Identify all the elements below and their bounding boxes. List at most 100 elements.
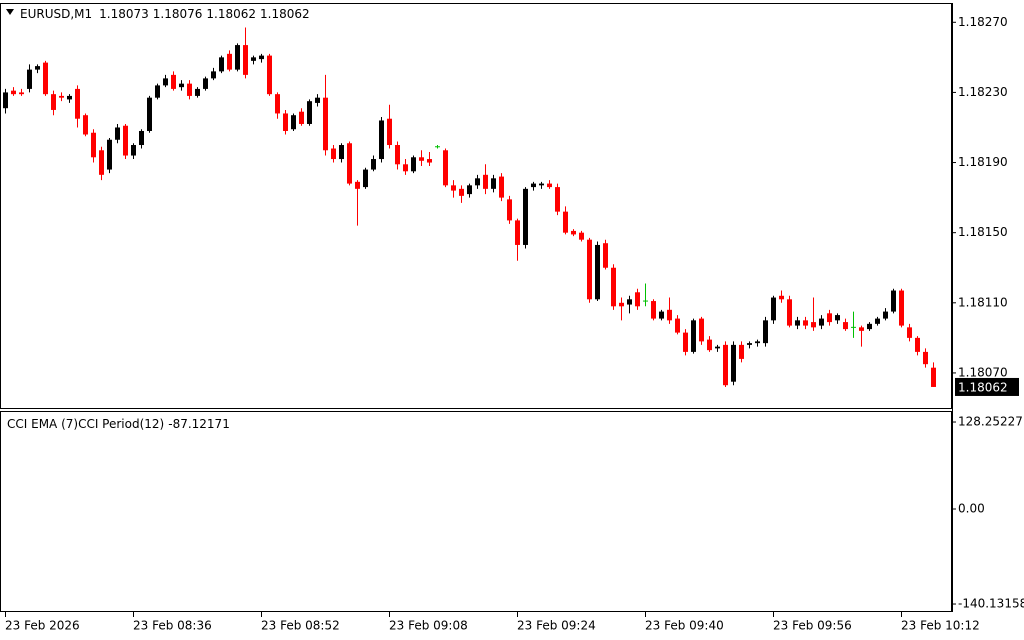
candle-body <box>875 318 880 324</box>
candle-body <box>3 92 8 109</box>
candle-body <box>451 185 456 191</box>
candle-body <box>923 351 928 365</box>
candle-body <box>395 145 400 165</box>
candle-body <box>859 327 864 331</box>
y-tick-label: 1.18110 <box>958 295 1008 309</box>
candle-body <box>843 322 848 330</box>
candle-body <box>51 94 56 110</box>
candle-body <box>475 178 480 186</box>
candle-body <box>747 343 752 345</box>
candle-body <box>779 295 784 300</box>
candle-body <box>715 346 720 349</box>
candle-body <box>379 120 384 160</box>
candle-body <box>235 45 240 70</box>
candle-body <box>67 95 72 100</box>
indicator-header: CCI EMA (7)CCI Period(12) -87.12171 <box>7 417 230 431</box>
candle-body <box>795 320 800 326</box>
candle-body <box>587 239 592 300</box>
candle-body <box>139 130 144 146</box>
candle-body <box>115 127 120 140</box>
candle-body <box>499 176 504 198</box>
candle-body <box>11 90 16 95</box>
x-tick-label: 23 Feb 2026 <box>5 619 80 633</box>
candle-body <box>427 159 432 163</box>
candle-body <box>811 322 816 328</box>
candle-body <box>627 299 632 305</box>
candle-body <box>819 318 824 326</box>
x-tick-label: 23 Feb 09:08 <box>389 619 468 633</box>
candle-body <box>699 318 704 342</box>
candle-body <box>347 143 352 184</box>
candle-body <box>275 94 280 114</box>
candle-body <box>835 315 840 321</box>
candle-body <box>883 311 888 319</box>
candle-body <box>739 344 744 359</box>
header-close: 1.18062 <box>260 7 310 21</box>
menu-triangle[interactable] <box>6 9 14 15</box>
x-tick-label: 23 Feb 09:40 <box>645 619 724 633</box>
price-header: EURUSD,M1 1.18073 1.18076 1.18062 1.18062 <box>20 7 310 21</box>
candle-body <box>19 92 24 95</box>
candle-body <box>531 183 536 188</box>
y-tick-label: 0.00 <box>958 501 985 515</box>
candle-body <box>131 145 136 156</box>
candle-body <box>907 327 912 338</box>
candle-body <box>459 188 464 196</box>
x-tick-label: 23 Feb 09:24 <box>517 619 596 633</box>
candle-body <box>187 83 192 96</box>
candle-body <box>803 320 808 326</box>
candle-body <box>867 323 872 330</box>
x-tick-label: 23 Feb 09:56 <box>773 619 852 633</box>
candle-body <box>611 267 616 307</box>
candle-body <box>339 145 344 160</box>
candle-body <box>83 115 88 135</box>
last-price-label: 1.18062 <box>958 380 1008 394</box>
candle-body <box>723 344 728 386</box>
candle-body <box>291 115 296 130</box>
candle-body <box>219 57 224 72</box>
candle-body <box>267 55 272 95</box>
candle-body <box>915 337 920 352</box>
candle-body <box>251 57 256 61</box>
y-tick-label: 1.18270 <box>958 15 1008 29</box>
candle-body <box>123 125 128 156</box>
candle-body <box>523 188 528 245</box>
candle-body <box>891 290 896 312</box>
candle-body <box>667 309 672 321</box>
price-panel <box>0 3 952 409</box>
candle-body <box>619 302 624 307</box>
candle-body <box>147 97 152 131</box>
y-tick-label: 1.18230 <box>958 85 1008 99</box>
y-tick-label: 1.18070 <box>958 365 1008 379</box>
header-low: 1.18062 <box>206 7 256 21</box>
y-tick-label: -140.13158 <box>958 597 1024 611</box>
candle-body <box>467 185 472 195</box>
candle-body <box>171 74 176 89</box>
indicator-value: -87.12171 <box>168 417 230 431</box>
candle-body <box>403 164 408 172</box>
candle-body <box>387 118 392 146</box>
y-tick-label: 1.18190 <box>958 155 1008 169</box>
candle-body <box>787 299 792 326</box>
candle-body <box>35 66 40 70</box>
candle-body <box>107 139 112 170</box>
y-tick-label: 128.25227 <box>958 415 1023 429</box>
candle-body <box>195 88 200 96</box>
x-tick-label: 23 Feb 08:36 <box>133 619 212 633</box>
candle-body <box>555 187 560 212</box>
candle-body <box>27 69 32 89</box>
candle-body <box>243 45 248 75</box>
candle-body <box>635 292 640 307</box>
candle-body <box>507 199 512 221</box>
candle-body <box>315 97 320 103</box>
candle-body <box>211 71 216 79</box>
candle-body <box>419 157 424 161</box>
candle-body <box>179 83 184 88</box>
symbol: EURUSD,M1 <box>20 7 92 21</box>
header-high: 1.18076 <box>153 7 203 21</box>
candle-body <box>355 181 360 189</box>
candle-body <box>259 55 264 60</box>
candle-body <box>155 85 160 98</box>
